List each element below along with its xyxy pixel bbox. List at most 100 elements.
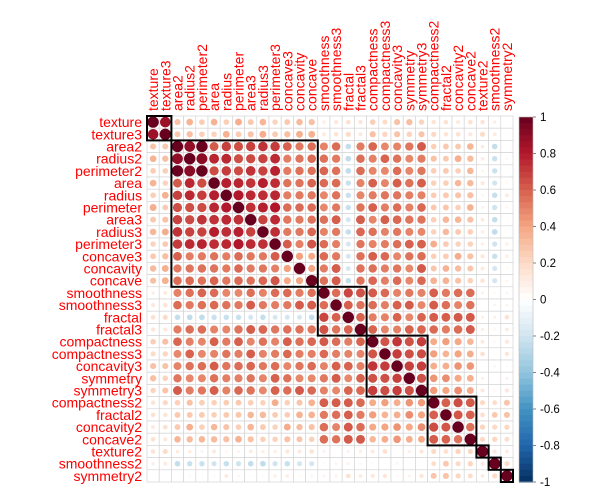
row-label: concave	[90, 273, 142, 289]
correlation-circle	[380, 239, 390, 249]
correlation-circle	[358, 119, 363, 125]
row-label: radius	[104, 187, 142, 203]
correlation-circle	[211, 412, 217, 418]
correlation-circle	[296, 436, 303, 443]
correlation-circle	[358, 449, 363, 454]
correlation-circle	[150, 168, 156, 174]
correlation-circle	[480, 217, 485, 222]
correlation-circle	[453, 435, 463, 444]
correlation-circle	[284, 314, 290, 320]
correlation-circle	[417, 276, 426, 286]
correlation-circle	[282, 239, 292, 249]
correlation-circle	[331, 178, 341, 188]
correlation-circle	[234, 337, 243, 347]
correlation-circle	[405, 154, 414, 163]
correlation-circle	[233, 141, 244, 152]
correlation-circle	[201, 475, 203, 477]
correlation-circle	[480, 474, 485, 478]
correlation-circle	[467, 143, 474, 150]
correlation-circle	[172, 227, 183, 237]
correlation-circle	[442, 167, 449, 174]
correlation-circle	[150, 338, 156, 345]
correlation-circle	[480, 230, 485, 234]
correlation-circle	[160, 116, 171, 128]
correlation-circle	[209, 288, 219, 298]
correlation-circle	[429, 410, 439, 420]
column-label: radius2	[182, 65, 198, 111]
correlation-circle	[429, 312, 439, 322]
correlation-circle	[394, 131, 401, 138]
colorbar-segment	[519, 402, 533, 410]
column-label: fractal3	[353, 65, 369, 111]
colorbar-segment	[519, 372, 533, 380]
colorbar-segment	[519, 281, 533, 288]
correlation-circle	[171, 165, 184, 177]
correlation-circle	[442, 155, 449, 162]
row-label: compactness3	[52, 346, 142, 362]
correlation-circle	[233, 238, 244, 250]
correlation-circle	[416, 349, 427, 359]
correlation-circle	[331, 325, 341, 334]
correlation-circle	[356, 154, 365, 163]
colorbar-tick-label: 0.2	[540, 258, 556, 270]
correlation-circle	[210, 325, 219, 334]
correlation-circle	[334, 120, 339, 125]
correlation-circle	[430, 155, 437, 162]
correlation-circle	[359, 462, 362, 466]
correlation-circle	[442, 265, 450, 272]
correlation-circle	[369, 399, 377, 407]
correlation-circle	[493, 389, 496, 392]
row-label: fractal2	[96, 407, 142, 423]
correlation-circle	[284, 412, 291, 418]
correlation-circle	[284, 131, 291, 138]
correlation-circle	[505, 267, 509, 270]
correlation-circle	[307, 191, 316, 200]
correlation-circle	[295, 337, 304, 346]
row-label: area3	[106, 212, 142, 228]
correlation-circle	[334, 474, 338, 478]
correlation-circle	[319, 410, 329, 420]
correlation-circle	[186, 411, 193, 418]
correlation-circle	[236, 449, 241, 454]
correlation-circle	[368, 166, 377, 175]
correlation-circle	[272, 314, 278, 320]
correlation-circle	[234, 264, 243, 273]
correlation-circle	[343, 288, 353, 298]
correlation-circle	[162, 216, 169, 223]
correlation-circle	[245, 239, 256, 250]
correlation-circle	[162, 387, 169, 394]
correlation-circle	[269, 202, 281, 213]
row-label: fractal3	[96, 322, 142, 338]
correlation-circle	[283, 386, 292, 395]
colorbar-tick-label: -0.2	[540, 331, 560, 343]
correlation-circle	[222, 264, 231, 273]
correlation-circle	[222, 386, 231, 395]
correlation-circle	[391, 360, 403, 372]
correlation-circle	[149, 277, 157, 284]
correlation-circle	[185, 337, 194, 346]
correlation-circle	[222, 349, 231, 359]
correlation-circle	[480, 181, 485, 186]
correlation-circle	[199, 131, 205, 138]
correlation-circle	[405, 411, 414, 419]
colorbar-segment	[519, 463, 533, 471]
correlation-circle	[476, 445, 489, 458]
correlation-circle	[356, 434, 365, 444]
correlation-circle	[270, 288, 280, 298]
correlation-circle	[174, 460, 181, 467]
colorbar-segment	[519, 378, 533, 386]
correlation-circle	[417, 288, 426, 297]
correlation-circle	[406, 118, 413, 126]
colorbar-segment	[519, 409, 533, 416]
correlation-circle	[345, 143, 352, 150]
correlation-circle	[493, 364, 497, 368]
correlation-circle	[149, 179, 157, 187]
correlation-circle	[246, 337, 255, 346]
correlation-circle	[174, 399, 181, 406]
correlation-circle	[210, 436, 218, 443]
correlation-circle	[307, 203, 317, 212]
correlation-circle	[245, 214, 257, 226]
correlation-circle	[259, 424, 266, 431]
correlation-circle	[417, 166, 426, 176]
correlation-circle	[454, 362, 462, 370]
